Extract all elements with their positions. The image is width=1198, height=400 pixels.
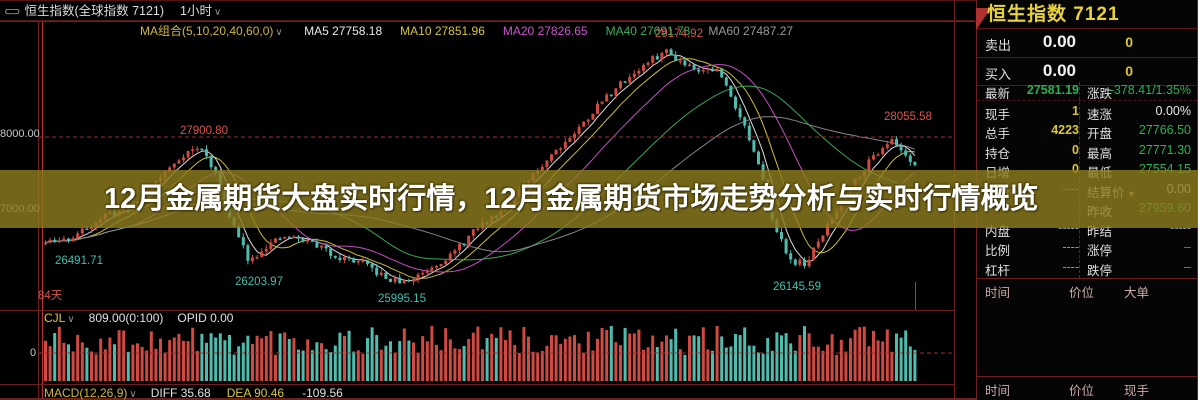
field-label: 涨停	[1087, 244, 1113, 258]
volume-value: 809.00(0:100)	[88, 311, 164, 325]
field-label: 内盘	[985, 224, 1011, 239]
link-icon: ⊂⊃	[4, 6, 21, 18]
sell-label: 卖出	[985, 38, 1012, 53]
buy-price: 0.00	[1042, 61, 1076, 80]
col-time: 时间	[985, 384, 1011, 398]
corner-flag-icon	[976, 8, 991, 30]
macd-dea-value: DEA 90.46	[226, 386, 285, 400]
col-time: 时间	[985, 286, 1011, 300]
opid-value: OPID 0.00	[177, 311, 234, 325]
quote-row: 总手 4223 开盘 27766.50	[977, 120, 1197, 141]
timeframe-selector[interactable]: 1小时	[180, 4, 212, 18]
field-label: 跌停	[1087, 263, 1113, 278]
field-value: –	[1184, 240, 1191, 254]
chevron-down-icon[interactable]: ∨	[214, 7, 222, 18]
field-value: 27771.30	[1138, 142, 1191, 157]
field-label: 现手	[985, 107, 1011, 122]
divider	[977, 28, 1197, 29]
buy-label: 买入	[985, 67, 1012, 82]
divider	[977, 85, 1197, 86]
quote-row: 最新 27581.19 涨跌 -378.41/1.35%	[977, 80, 1197, 101]
field-label: 比例	[985, 244, 1011, 258]
macd-indicator-label[interactable]: MACD(12,26,9)	[44, 386, 128, 400]
ma-value: MA20 27826.65	[502, 24, 588, 38]
macd-diff-value: DIFF 35.68	[150, 386, 211, 400]
field-label: 最新	[985, 87, 1011, 101]
ma-values: MA5 27758.18 MA10 27851.96 MA20 27826.65 MA…	[286, 24, 793, 38]
col-price: 价位	[1069, 286, 1095, 300]
title-separator	[0, 20, 975, 21]
field-label: 涨跌	[1087, 87, 1113, 101]
tape-header-bottom: 时间 价位 现手	[977, 376, 1197, 399]
quote-row: 内盘-----昨结-----	[977, 218, 1197, 239]
macd-hist-value: -109.56	[302, 386, 343, 400]
field-label: 速涨	[1087, 107, 1113, 122]
ma-value: MA5 27758.18	[304, 24, 383, 38]
chart-title-bar: ⊂⊃ 恒生指数(全球指数 7121) 1小时 ∨	[0, 2, 960, 20]
quote-row: 比例 ---- 涨停 –	[977, 237, 1197, 258]
divider	[977, 57, 1197, 58]
field-label: 昨结	[1087, 224, 1113, 239]
ma-indicator-row: MA组合(5,10,20,40,60,0) ∨ MA5 27758.18 MA10 …	[140, 23, 970, 39]
ma-group-label[interactable]: MA组合(5,10,20,40,60,0)	[140, 24, 274, 38]
col-lastvol: 现手	[1124, 384, 1150, 398]
quote-row: 杠杆 ---- 跌停 –	[977, 257, 1197, 278]
col-biglot: 大单	[1124, 286, 1150, 300]
quote-row: 现手 1 速涨 0.00%	[977, 101, 1197, 122]
bottom-border	[0, 398, 1198, 400]
field-value: 0	[1072, 142, 1079, 157]
chevron-down-icon[interactable]: ∨	[129, 389, 137, 400]
sell-row[interactable]: 卖出 0.00 0	[977, 29, 1197, 57]
top-border	[0, 0, 1198, 1]
field-label: 开盘	[1087, 127, 1113, 141]
field-value: -378.41/1.35%	[1109, 83, 1191, 97]
ma-value: MA10 27851.96	[400, 24, 485, 38]
field-value: ----	[1062, 240, 1079, 254]
buy-qty: 0	[1125, 63, 1133, 79]
field-label: 杠杆	[985, 263, 1011, 278]
quote-panel-title: 恒生指数 7121	[987, 4, 1120, 25]
field-value: 0.00%	[1155, 103, 1191, 118]
sell-qty: 0	[1125, 34, 1133, 50]
ma-value: MA40 27691.78	[605, 24, 691, 38]
field-value: 4223	[1051, 123, 1079, 137]
quote-row: 持仓 0 最高 27771.30	[977, 140, 1197, 161]
field-value: 27766.50	[1138, 123, 1191, 137]
field-value: ----	[1062, 259, 1079, 274]
field-value: 0	[1072, 162, 1079, 176]
sell-price: 0.00	[1042, 32, 1076, 51]
symbol-title: 恒生指数(全球指数 7121)	[24, 4, 165, 18]
col-price: 价位	[1069, 384, 1095, 398]
field-label: 持仓	[985, 146, 1011, 161]
chevron-down-icon[interactable]: ∨	[67, 314, 75, 325]
field-value: –	[1184, 259, 1191, 274]
macd-pane-header: MACD(12,26,9) ∨ DIFF 35.68 DEA 90.46 -109.56	[44, 386, 343, 400]
volume-indicator-label[interactable]: CJL	[44, 311, 66, 325]
buy-row[interactable]: 买入 0.00 0	[977, 58, 1197, 86]
field-value: 27581.19	[1026, 83, 1079, 97]
ma-value: MA60 27487.27	[708, 24, 794, 38]
tape-header-top: 时间 价位 大单	[977, 278, 1197, 300]
headline-text: 12月金属期货大盘实时行情，12月金属期货市场走势分析与实时行情概览	[104, 183, 1039, 215]
candlestick-chart[interactable]	[0, 0, 975, 400]
field-label: 最高	[1087, 146, 1113, 161]
headline-banner: 12月金属期货大盘实时行情，12月金属期货市场走势分析与实时行情概览	[0, 170, 1198, 228]
field-value: 1	[1072, 103, 1079, 118]
volume-pane-header: CJL ∨ 809.00(0:100) OPID 0.00	[44, 311, 233, 326]
field-label: 总手	[985, 127, 1011, 141]
chevron-down-icon[interactable]: ∨	[275, 27, 283, 38]
